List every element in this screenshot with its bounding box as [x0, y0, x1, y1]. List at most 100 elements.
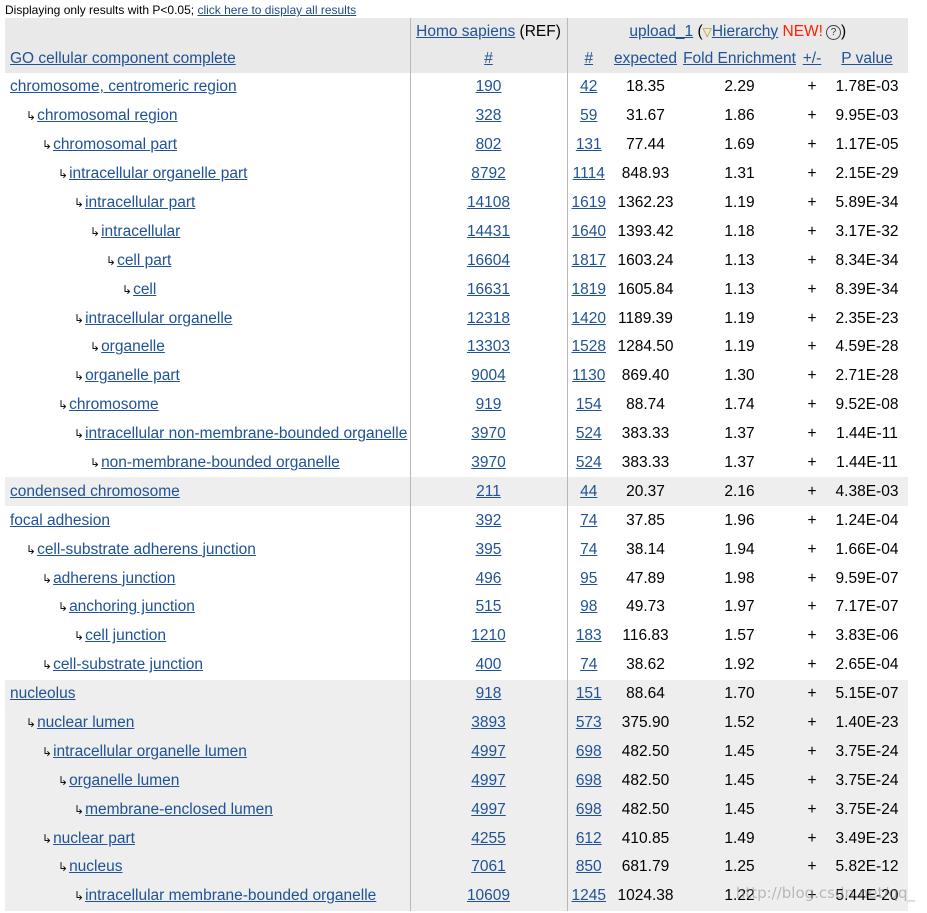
upload-count-link[interactable]: 612	[575, 829, 602, 847]
upload-count-link[interactable]: 98	[580, 598, 598, 616]
upload-count-link[interactable]: 131	[575, 136, 602, 154]
go-term-link[interactable]: adherens junction	[53, 569, 176, 587]
go-term-link[interactable]: intracellular part	[85, 194, 196, 211]
help-icon[interactable]: ?	[825, 24, 841, 40]
upload-count-link[interactable]: 850	[575, 858, 602, 876]
go-term-link[interactable]: cell part	[117, 251, 172, 269]
go-term-link[interactable]: cell-substrate adherens junction	[37, 540, 256, 558]
upload-count-link[interactable]: 74	[580, 511, 598, 529]
expected-sort-link[interactable]: expected	[614, 50, 677, 67]
go-term-link[interactable]: chromosomal part	[53, 136, 178, 154]
ref-count-link[interactable]: 4997	[471, 742, 506, 760]
ref-organism-link[interactable]: Homo sapiens	[416, 22, 516, 40]
go-term-link[interactable]: organelle part	[85, 367, 180, 385]
ref-count-link[interactable]: 392	[475, 511, 502, 529]
upload-count-link[interactable]: 698	[575, 742, 602, 760]
go-term-link[interactable]: intracellular organelle part	[69, 165, 248, 183]
fold-sort-link[interactable]: Fold Enrichment	[683, 50, 796, 67]
ref-count-link[interactable]: 8792	[471, 165, 506, 183]
go-term-link[interactable]: cell-substrate junction	[53, 656, 203, 674]
upload-count-link[interactable]: 42	[580, 78, 598, 96]
ref-count-sort-link[interactable]: #	[484, 50, 493, 67]
go-term-link[interactable]: focal adhesion	[10, 511, 110, 529]
upload-count-link[interactable]: 59	[580, 107, 598, 125]
ref-count-link[interactable]: 328	[475, 107, 502, 125]
upload-list-link[interactable]: upload_1	[629, 22, 694, 40]
go-term-link[interactable]: condensed chromosome	[10, 482, 180, 500]
ref-count-link[interactable]: 190	[475, 78, 502, 96]
upload-count-link[interactable]: 1640	[571, 222, 606, 240]
upload-count-link[interactable]: 1528	[571, 338, 606, 356]
upload-count-link[interactable]: 698	[575, 800, 602, 818]
go-term-link[interactable]: nuclear lumen	[37, 714, 135, 732]
upload-count-link[interactable]: 524	[575, 454, 602, 472]
upload-count-link[interactable]: 1817	[571, 251, 606, 269]
upload-count-link[interactable]: 1130	[572, 367, 606, 385]
upload-count-link[interactable]: 95	[580, 569, 598, 587]
upload-count-link[interactable]: 1420	[571, 309, 606, 327]
go-term-link[interactable]: chromosome	[69, 396, 159, 414]
pvalue-sort-link[interactable]: P value	[841, 50, 893, 67]
ref-count-link[interactable]: 13303	[466, 338, 511, 356]
ref-count-link[interactable]: 3970	[471, 454, 506, 472]
go-term-link[interactable]: intracellular membrane-bounded organelle	[85, 887, 377, 905]
go-term-link[interactable]: chromosomal region	[37, 107, 178, 125]
ref-count-link[interactable]: 918	[475, 685, 502, 703]
upload-count-link[interactable]: 74	[580, 540, 598, 558]
go-term-link[interactable]: membrane-enclosed lumen	[85, 800, 273, 818]
upload-count-link[interactable]: 1819	[571, 280, 606, 298]
ref-count-link[interactable]: 14108	[466, 194, 511, 211]
ref-count-link[interactable]: 395	[475, 540, 502, 558]
ref-count-link[interactable]: 496	[475, 569, 502, 587]
upload-count-link[interactable]: 1245	[571, 887, 606, 905]
go-term-link[interactable]: cell junction	[85, 627, 167, 645]
go-term-link[interactable]: intracellular organelle	[85, 309, 233, 327]
ref-count-link[interactable]: 515	[475, 598, 502, 616]
ref-count-link[interactable]: 919	[475, 396, 502, 414]
upload-count-cell: 698	[567, 766, 610, 796]
hierarchy-link[interactable]: Hierarchy	[711, 22, 779, 40]
upload-count-link[interactable]: 1619	[571, 194, 606, 211]
ref-count-link[interactable]: 16604	[466, 251, 511, 269]
ref-count-link[interactable]: 400	[475, 656, 502, 674]
upload-count-link[interactable]: 74	[580, 656, 598, 674]
upload-count-link[interactable]: 44	[580, 482, 598, 500]
go-term-link[interactable]: chromosome, centromeric region	[10, 78, 237, 96]
ref-count-link[interactable]: 4997	[471, 800, 506, 818]
upload-count-link[interactable]: 698	[575, 771, 602, 789]
go-term-link[interactable]: nucleus	[69, 858, 123, 876]
go-term-link[interactable]: intracellular	[101, 222, 181, 240]
ref-count-link[interactable]: 802	[475, 136, 502, 154]
ref-count-link[interactable]: 3893	[471, 714, 506, 732]
upload-count-link[interactable]: 1114	[572, 165, 605, 183]
go-term-link[interactable]: anchoring junction	[69, 598, 195, 616]
ref-count-link[interactable]: 4997	[471, 771, 506, 789]
ref-count-link[interactable]: 16631	[466, 280, 511, 298]
go-term-link[interactable]: intracellular organelle lumen	[53, 742, 247, 760]
upload-count-link[interactable]: 573	[575, 714, 602, 732]
go-term-link[interactable]: non-membrane-bounded organelle	[101, 454, 340, 472]
upload-count-link[interactable]: 183	[575, 627, 602, 645]
ref-count-link[interactable]: 10609	[466, 887, 511, 905]
go-term-link[interactable]: nucleolus	[10, 685, 76, 703]
sign-sort-link[interactable]: +/-	[802, 50, 822, 67]
go-term-link[interactable]: organelle	[101, 338, 165, 356]
category-sort-link[interactable]: GO cellular component complete	[10, 50, 236, 67]
ref-count-link[interactable]: 1210	[471, 627, 506, 645]
ref-count-link[interactable]: 9004	[471, 367, 506, 385]
ref-count-link[interactable]: 211	[476, 482, 501, 500]
go-term-link[interactable]: nuclear part	[53, 829, 135, 847]
ref-count-link[interactable]: 3970	[471, 425, 506, 443]
ref-count-link[interactable]: 12318	[466, 309, 511, 327]
upload-count-sort-link[interactable]: #	[584, 50, 594, 67]
go-term-link[interactable]: cell	[133, 280, 157, 298]
show-all-results-link[interactable]: click here to display all results	[197, 3, 357, 17]
upload-count-link[interactable]: 151	[575, 685, 602, 703]
go-term-link[interactable]: intracellular non-membrane-bounded organ…	[85, 425, 408, 443]
ref-count-link[interactable]: 14431	[466, 222, 511, 240]
ref-count-link[interactable]: 7061	[471, 858, 506, 876]
upload-count-link[interactable]: 154	[575, 396, 602, 414]
ref-count-link[interactable]: 4255	[471, 829, 506, 847]
upload-count-link[interactable]: 524	[575, 425, 602, 443]
go-term-link[interactable]: organelle lumen	[69, 771, 180, 789]
